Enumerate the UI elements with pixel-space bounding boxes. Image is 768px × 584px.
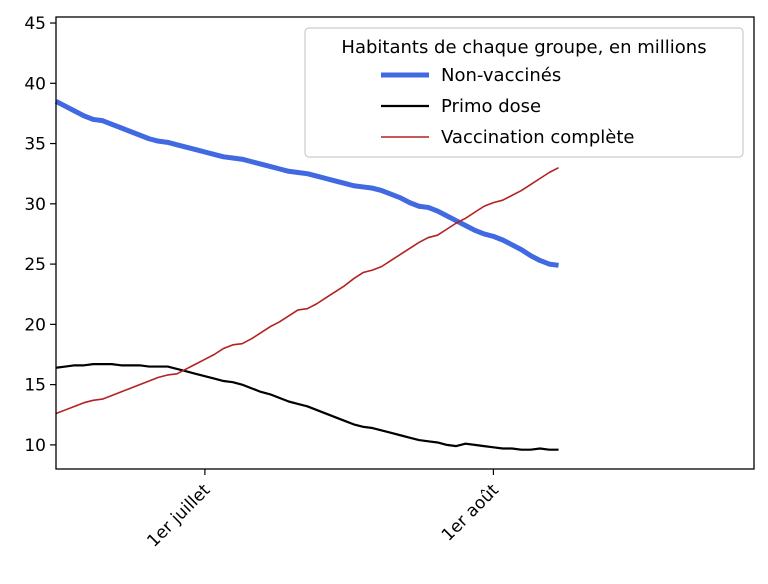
- y-tick-label: 20: [24, 315, 46, 335]
- y-tick-label: 35: [24, 135, 46, 155]
- y-tick-label: 40: [24, 74, 46, 94]
- plot-frame: [55, 16, 755, 470]
- x-tick-label-0: 1er juillet: [143, 480, 214, 551]
- legend: Habitants de chaque groupe, en millions N…: [304, 27, 744, 158]
- y-tick-label: 15: [24, 376, 46, 396]
- y-tick-label: 10: [24, 436, 46, 456]
- y-tick-label: 30: [24, 195, 46, 215]
- y-tick-label: 45: [24, 14, 46, 34]
- legend-label-1: Primo dose: [441, 96, 541, 117]
- legend-label-2: Vaccination complète: [441, 127, 634, 148]
- series-line-0: [54, 99, 559, 268]
- plot-area: [54, 99, 559, 451]
- y-tick-label: 25: [24, 255, 46, 275]
- legend-title: Habitants de chaque groupe, en millions: [341, 37, 706, 58]
- x-tick-label-1: 1er août: [438, 480, 503, 545]
- y-axis: 10 15 20 25 30 35 40 45: [24, 14, 56, 456]
- series-line-2: [55, 166, 559, 415]
- x-axis: 1er juillet 1er août: [143, 469, 503, 551]
- legend-box: [304, 27, 744, 158]
- legend-label-0: Non-vaccinés: [441, 65, 561, 86]
- series-line-1: [55, 363, 559, 451]
